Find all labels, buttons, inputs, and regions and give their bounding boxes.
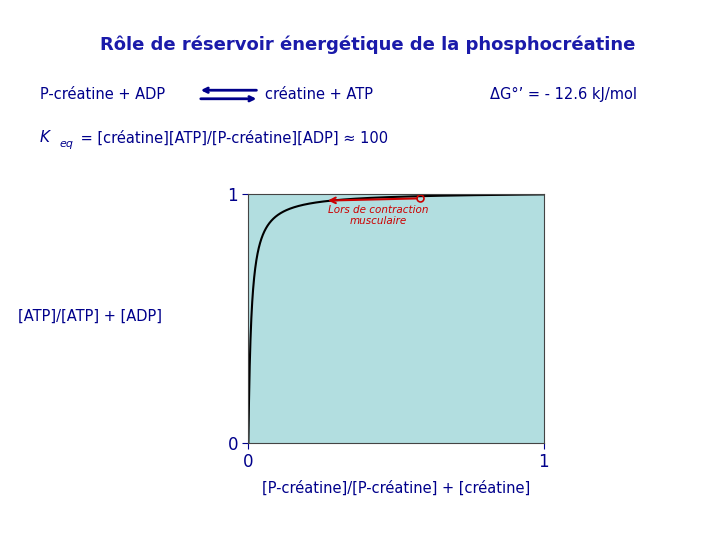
- Text: Rôle de réservoir énergétique de la phosphocréatine: Rôle de réservoir énergétique de la phos…: [99, 35, 635, 54]
- Text: Lors de contraction
musculaire: Lors de contraction musculaire: [328, 205, 428, 226]
- X-axis label: [P-créatine]/[P-créatine] + [créatine]: [P-créatine]/[P-créatine] + [créatine]: [262, 481, 530, 496]
- Text: créatine + ATP: créatine + ATP: [265, 87, 373, 102]
- Text: = [créatine][ATP]/[P-créatine][ADP] ≈ 100: = [créatine][ATP]/[P-créatine][ADP] ≈ 10…: [76, 130, 388, 145]
- Text: K: K: [40, 130, 50, 145]
- Text: ΔG°’ = - 12.6 kJ/mol: ΔG°’ = - 12.6 kJ/mol: [490, 87, 636, 102]
- Text: eq: eq: [59, 139, 73, 149]
- Text: [ATP]/[ATP] + [ADP]: [ATP]/[ATP] + [ADP]: [18, 308, 162, 323]
- Text: P-créatine + ADP: P-créatine + ADP: [40, 87, 165, 102]
